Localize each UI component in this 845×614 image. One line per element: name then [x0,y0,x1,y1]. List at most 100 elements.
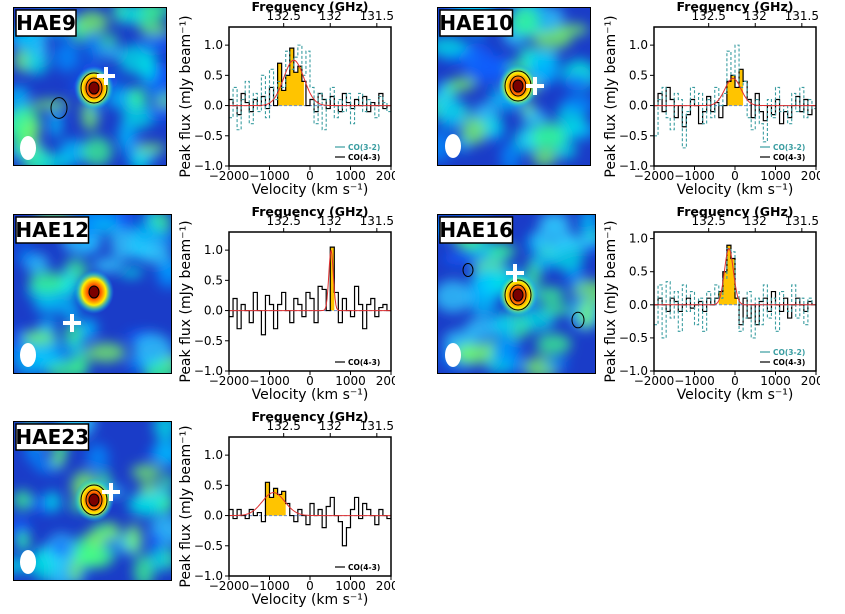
frequency-tick-label: 131.5 [360,214,394,228]
flux-axis-label: Peak flux (mJy beam⁻¹) [178,425,194,587]
frequency-tick-label: 132.5 [266,9,300,23]
frequency-tick-label: 132 [319,214,342,228]
source-label: HAE16 [439,218,513,242]
velocity-tick-label: 1000 [335,169,366,183]
velocity-tick-label: 0 [731,374,739,388]
velocity-tick-label: 0 [306,579,314,593]
frequency-tick-label: 131.5 [785,9,819,23]
flux-tick-label: 0.0 [204,304,223,318]
hae23-spectrum-svg: −2000−1000 0 1000 2000 −1.0 −0.5 0.0 0.5 1.0 132.… [178,409,406,608]
hae12-map: HAE12 [13,214,172,374]
flux-tick-label: −0.5 [619,129,648,143]
source-label: HAE9 [16,11,76,35]
velocity-tick-label: −1000 [674,374,715,388]
line-emission-fill [330,247,335,311]
source-label: HAE12 [15,218,89,242]
source-label: HAE23 [15,425,89,449]
contour [462,263,474,277]
velocity-tick-label: −1000 [249,374,290,388]
co32-spectrum-line [229,44,391,131]
legend-label: CO(3-2) [348,143,380,152]
source-peak [88,285,100,299]
position-cross [109,483,113,501]
velocity-tick-label: −2000 [209,579,250,593]
contour [504,279,532,311]
velocity-axis-label: Velocity (km s⁻¹) [252,592,369,608]
hae16-map: HAE16 [437,214,596,374]
flux-tick-label: −1.0 [619,364,648,378]
hae9-spectrum-svg: −2000−1000 0 1000 2000 −1.0 −0.5 0.0 0.5 1.0 132.… [178,0,406,198]
co43-spectrum-line [229,47,391,116]
source-peak [512,288,524,302]
line-emission-fill [277,48,304,106]
velocity-tick-label: −1000 [674,169,715,183]
velocity-tick-label: 0 [306,374,314,388]
source-label-box [439,216,514,244]
flux-tick-label: 1.0 [204,38,223,52]
flux-tick-label: 0.0 [204,509,223,523]
legend-label: CO(4-3) [348,563,380,572]
flux-tick-label: 1.0 [204,243,223,257]
frequency-tick-label: 132 [744,9,767,23]
legend-label: CO(4-3) [773,358,805,367]
flux-axis-label: Peak flux (mJy beam⁻¹) [178,220,194,382]
velocity-tick-label: 2000 [376,374,395,388]
velocity-axis-label: Velocity (km s⁻¹) [677,387,794,403]
flux-tick-label: 0.0 [629,99,648,113]
velocity-tick-label: 2000 [376,579,395,593]
gaussian-fit-line [228,492,391,517]
flux-tick-label: −0.5 [194,129,223,143]
gaussian-fit-line [229,250,391,312]
position-cross [104,67,108,85]
flux-tick-label: 1.0 [629,232,648,246]
velocity-tick-label: 0 [306,169,314,183]
source-label-box [439,9,514,37]
velocity-tick-label: −2000 [209,169,250,183]
hae16-spectrum: −2000−1000 0 1000 2000 −1.0 −0.5 0.0 0.5 1.0 132.… [595,204,831,409]
hae16-spectrum-svg: −2000−1000 0 1000 2000 −1.0 −0.5 0.0 0.5 1.0 132.… [603,204,831,403]
line-emission-fill [722,69,744,106]
frequency-tick-label: 132 [744,214,767,228]
flux-axis-label: Peak flux (mJy beam⁻¹) [178,15,194,177]
map-noise [438,8,590,165]
frequency-tick-label: 131.5 [785,214,819,228]
hae9-spectrum: −2000−1000 0 1000 2000 −1.0 −0.5 0.0 0.5 1.0 132.… [170,0,406,204]
velocity-tick-label: −2000 [634,169,675,183]
legend-label: CO(4-3) [348,358,380,367]
velocity-tick-label: 1000 [760,374,791,388]
velocity-tick-label: −2000 [634,374,675,388]
beam-ellipse [445,134,461,158]
beam-ellipse [20,136,36,160]
flux-tick-label: 0.5 [204,478,223,492]
flux-tick-label: −0.5 [194,334,223,348]
flux-tick-label: −1.0 [194,364,223,378]
beam-ellipse [20,550,36,574]
frequency-axis-label: Frequency (GHz) [677,0,794,14]
contour [85,489,103,511]
frequency-tick-label: 131.5 [360,419,394,433]
hae9-map: HAE9 [13,7,167,166]
position-cross [533,77,537,95]
hae10-spectrum: −2000−1000 0 1000 2000 −1.0 −0.5 0.0 0.5 1.0 132.… [595,0,831,204]
flux-tick-label: −1.0 [194,569,223,583]
velocity-tick-label: −1000 [249,169,290,183]
velocity-axis-label: Velocity (km s⁻¹) [677,182,794,198]
source-label-box [15,216,90,244]
frequency-tick-label: 132.5 [691,9,725,23]
flux-tick-label: 0.5 [204,273,223,287]
velocity-tick-label: −2000 [209,374,250,388]
contour [571,311,585,329]
co43-spectrum-line [229,246,391,336]
hae23-spectrum: −2000−1000 0 1000 2000 −1.0 −0.5 0.0 0.5 1.0 132.… [170,409,406,614]
gaussian-fit-line [229,59,391,107]
co32-spectrum-line [654,44,816,149]
beam-ellipse [445,343,461,367]
legend-label: CO(4-3) [773,153,805,162]
flux-axis-label: Peak flux (mJy beam⁻¹) [603,15,619,177]
frequency-tick-label: 132 [319,419,342,433]
beam-ellipse [20,343,36,367]
flux-tick-label: 0.5 [629,265,648,279]
velocity-tick-label: 1000 [335,374,366,388]
velocity-tick-label: 0 [731,169,739,183]
frequency-axis-label: Frequency (GHz) [252,410,369,424]
